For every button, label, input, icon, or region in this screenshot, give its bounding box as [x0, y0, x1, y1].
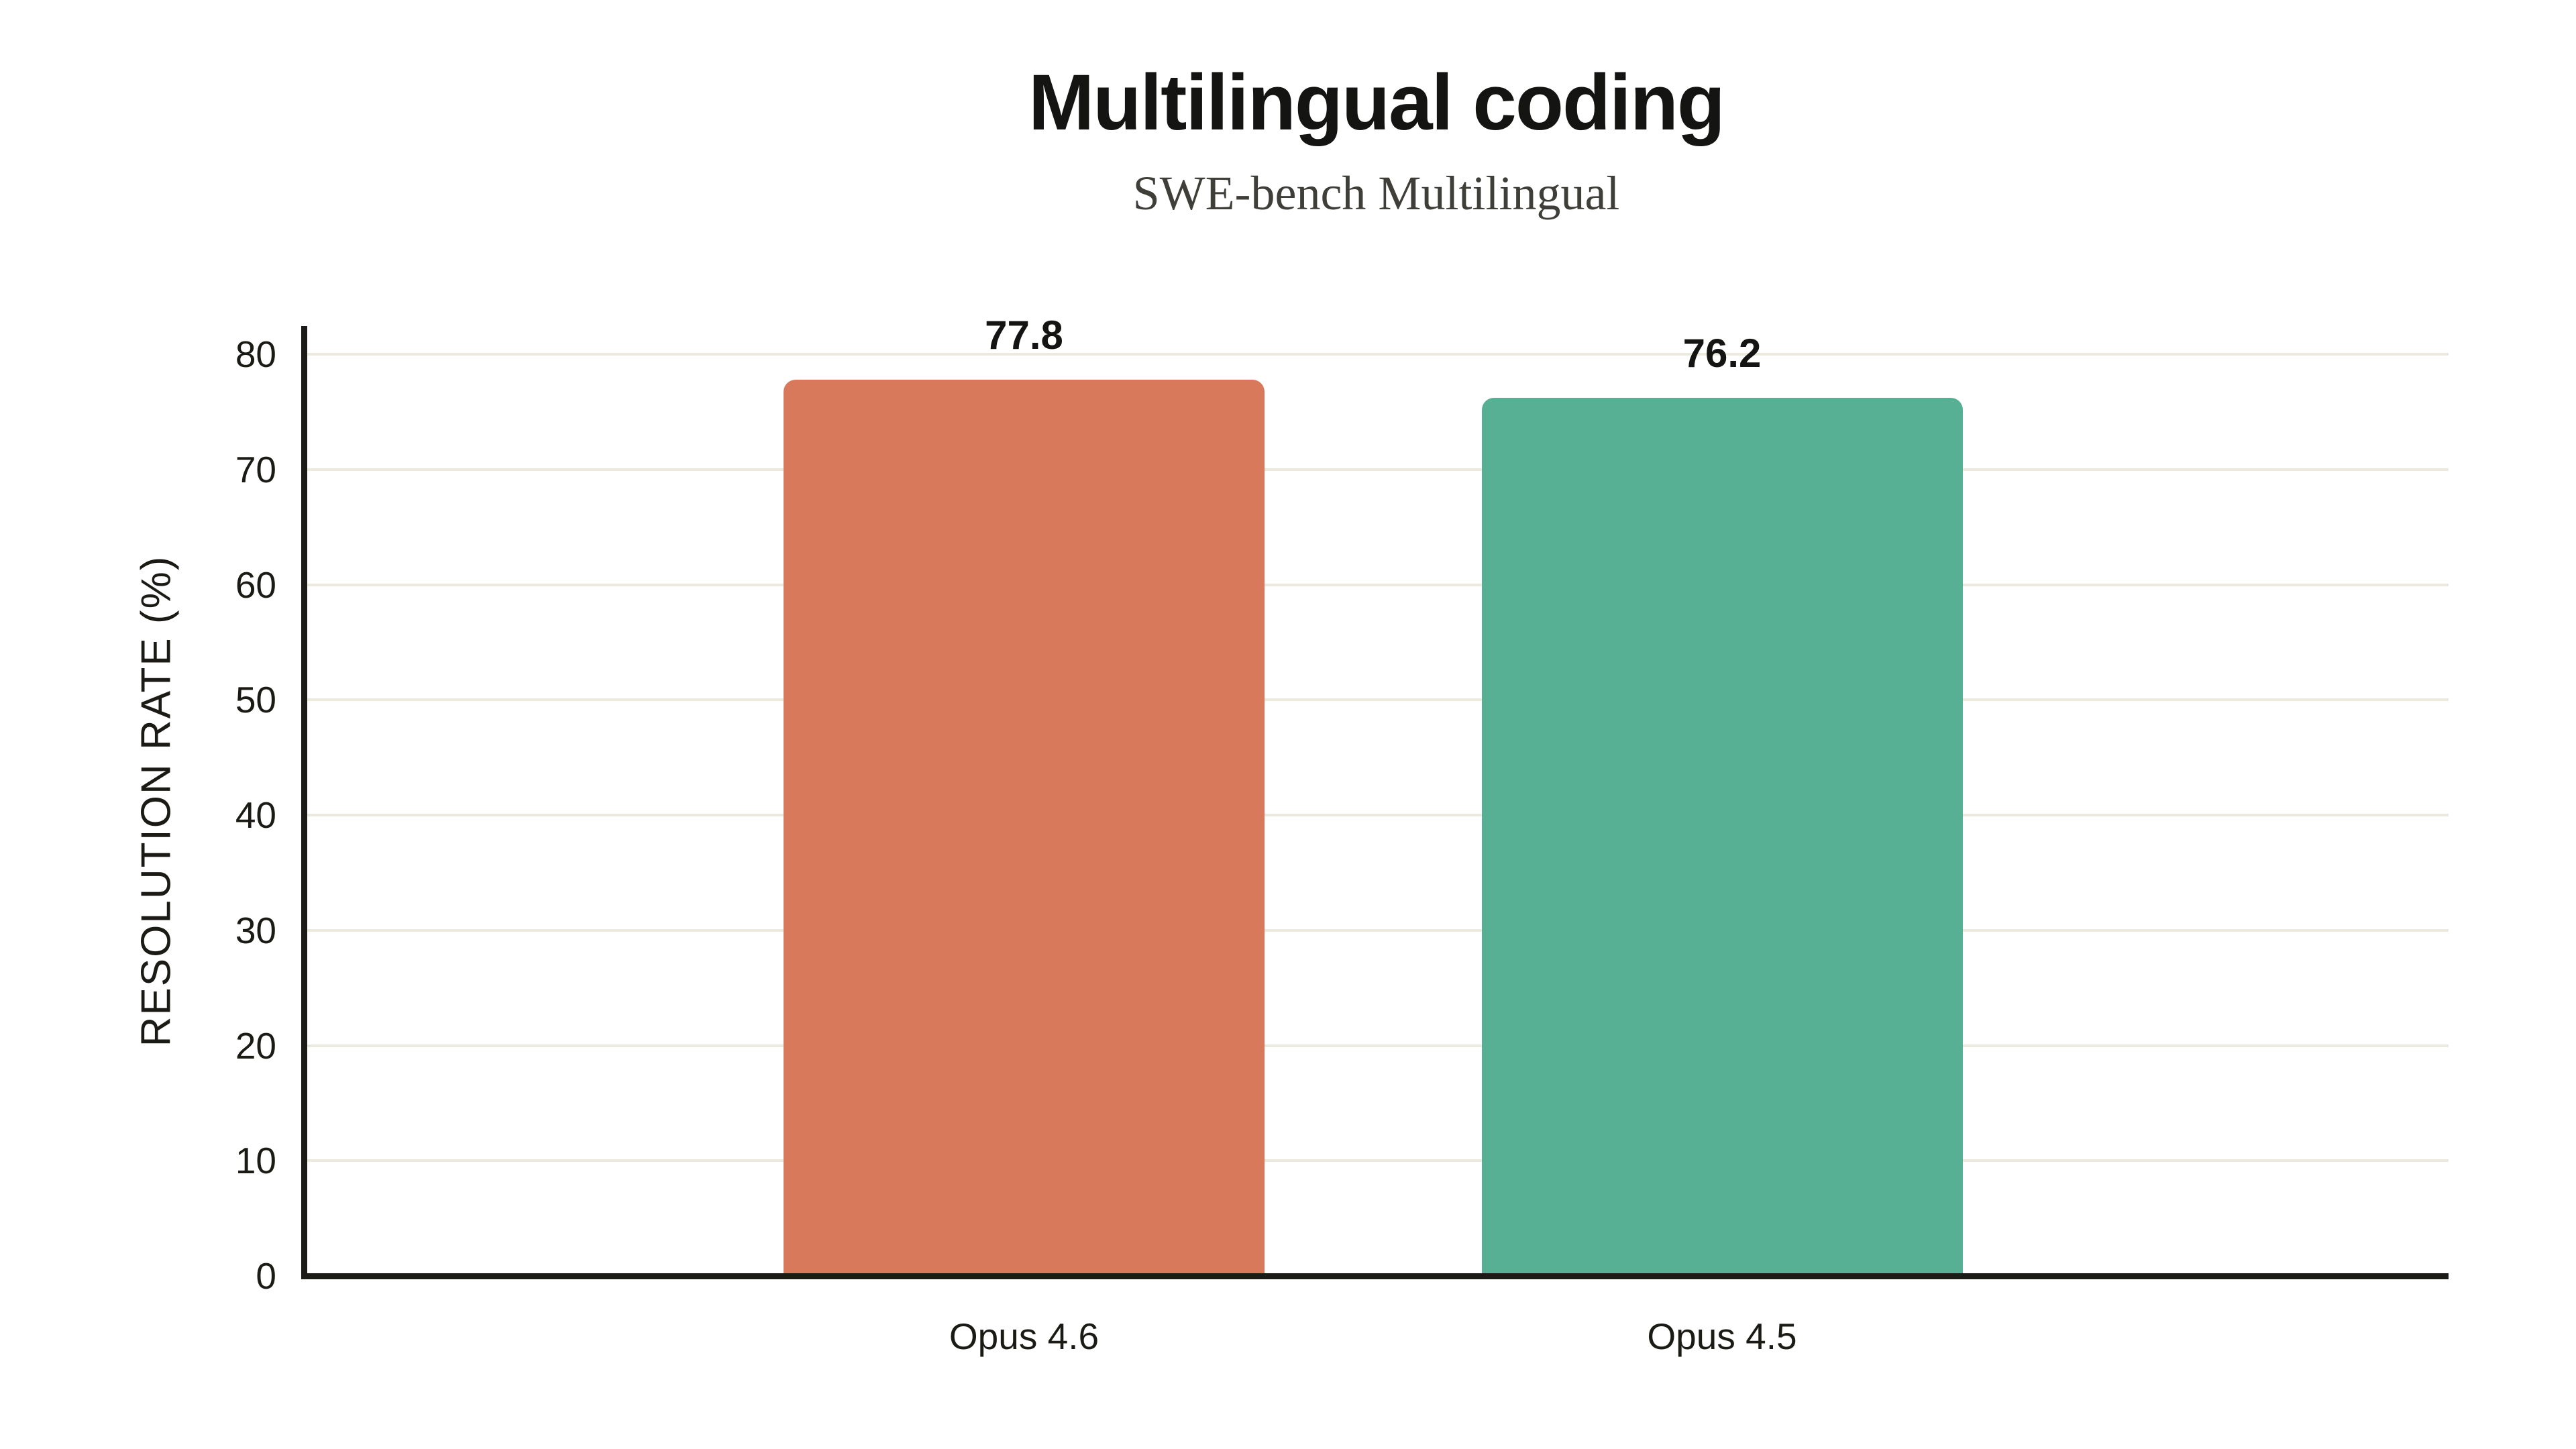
y-tick-label-20: 20 — [235, 1024, 276, 1067]
gridline-50 — [304, 698, 2449, 702]
bar-value-label-opus-4-6: 77.8 — [985, 312, 1063, 358]
y-tick-label-60: 60 — [235, 564, 276, 606]
y-tick-label-50: 50 — [235, 679, 276, 721]
y-tick-label-30: 30 — [235, 909, 276, 951]
y-axis-line — [301, 326, 307, 1279]
gridline-40 — [304, 814, 2449, 816]
y-tick-label-80: 80 — [235, 333, 276, 375]
y-tick-label-40: 40 — [235, 794, 276, 836]
x-tick-label-opus-4-5: Opus 4.5 — [1647, 1316, 1797, 1357]
x-axis-line — [301, 1273, 2449, 1279]
gridline-20 — [304, 1044, 2449, 1047]
bar-opus-4-6 — [784, 379, 1265, 1276]
chart-title: Multilingual coding — [1028, 58, 1725, 147]
bar-opus-4-5 — [1481, 398, 1963, 1276]
x-tick-label-opus-4-6: Opus 4.6 — [949, 1316, 1099, 1357]
gridline-70 — [304, 468, 2449, 471]
gridline-60 — [304, 583, 2449, 586]
gridline-80 — [304, 353, 2449, 356]
gridline-10 — [304, 1159, 2449, 1163]
y-tick-label-70: 70 — [235, 448, 276, 490]
bar-value-label-opus-4-5: 76.2 — [1682, 331, 1762, 376]
y-tick-label-10: 10 — [235, 1140, 276, 1182]
y-tick-label-0: 0 — [256, 1255, 276, 1297]
gridline-30 — [304, 928, 2449, 932]
chart-subtitle: SWE-bench Multilingual — [1132, 166, 1620, 220]
